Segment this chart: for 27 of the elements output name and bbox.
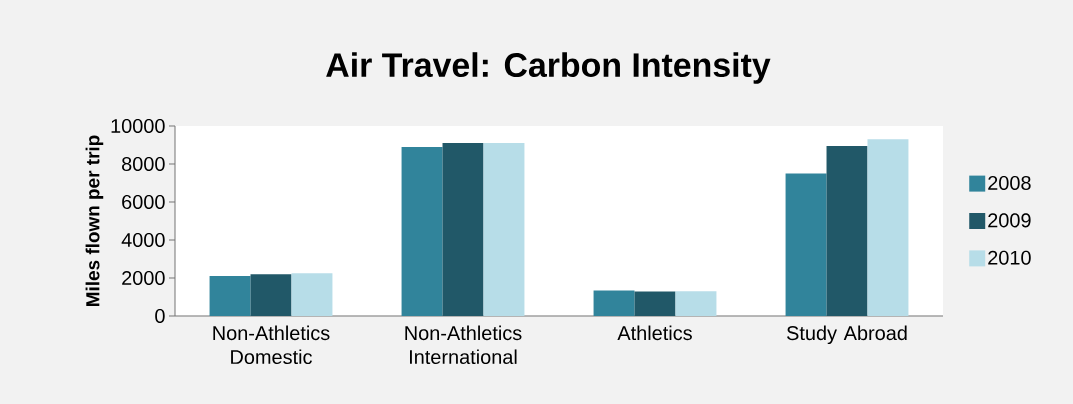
bar [675, 291, 717, 316]
bar [867, 139, 909, 316]
x-tick-label: Non-Athletics International [405, 325, 522, 365]
bar [250, 274, 292, 316]
bar [291, 273, 333, 316]
bar [483, 143, 525, 316]
y-tick-label: 0 [155, 308, 165, 324]
bar [593, 290, 635, 316]
x-tick-label: Study Abroad [786, 325, 907, 345]
y-tick-label: 8000 [122, 156, 165, 172]
y-tick-label: 4000 [121, 232, 165, 248]
y-tick-label: 10000 [111, 118, 165, 134]
chart-title: Air Travel: Carbon Intensity [326, 52, 771, 84]
y-tick-label: 6000 [122, 194, 165, 210]
legend-label: 2010 [988, 250, 1031, 265]
bar [785, 173, 827, 316]
x-tick-label: Non-Athletics Domestic [213, 325, 330, 365]
legend-label: 2009 [988, 213, 1031, 228]
bar [634, 291, 676, 316]
x-tick-label: Athletics [617, 325, 692, 341]
bar [442, 143, 484, 316]
bar [209, 276, 251, 316]
legend-label: 2008 [988, 175, 1031, 190]
bar [401, 146, 443, 316]
y-axis-title: Miles flown per trip [85, 135, 104, 306]
y-tick-label: 2000 [122, 270, 165, 286]
bar [826, 145, 868, 316]
